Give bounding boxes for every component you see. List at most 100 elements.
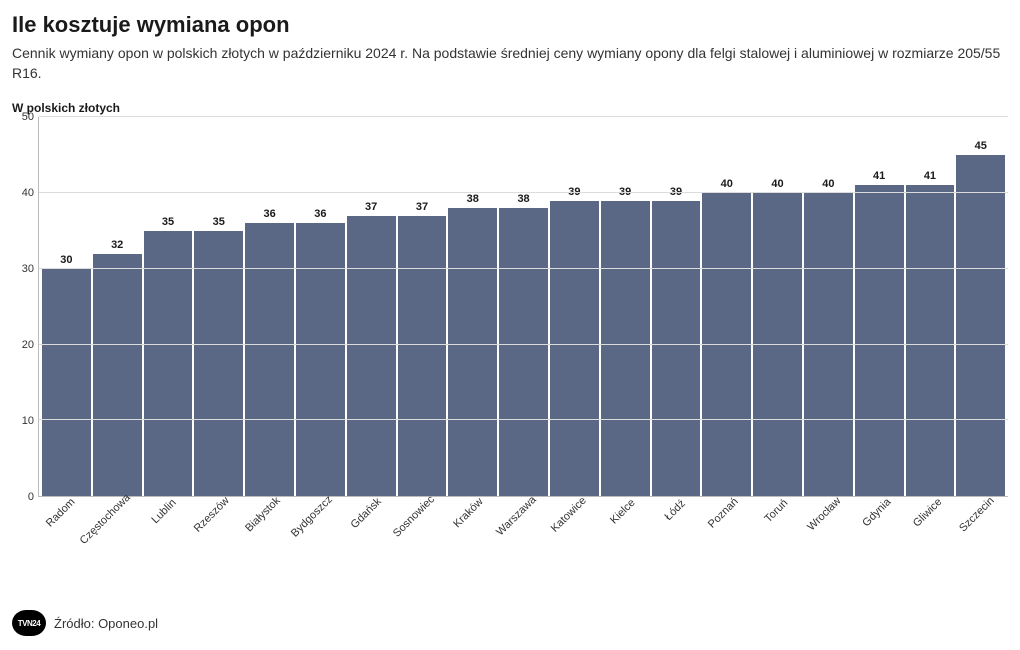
bar: [702, 193, 751, 496]
x-label: Lublin: [149, 497, 178, 526]
x-label: Sosnowiec: [391, 494, 437, 540]
bar-value: 35: [162, 216, 174, 228]
chart-title: Ile kosztuje wymiana opon: [12, 12, 1008, 38]
bar-slot: 30: [41, 117, 92, 496]
y-tick: 0: [28, 491, 34, 503]
grid-line: [39, 344, 1008, 345]
chart-subtitle: Cennik wymiany opon w polskich złotych w…: [12, 44, 1008, 83]
bar: [652, 201, 701, 497]
bar-slot: 45: [955, 117, 1006, 496]
bar-value: 40: [721, 178, 733, 190]
x-label-slot: Łódź: [651, 497, 702, 572]
x-label-slot: Białystok: [242, 497, 293, 572]
bar-slot: 36: [295, 117, 346, 496]
bar-slot: 32: [92, 117, 143, 496]
bar-slot: 38: [498, 117, 549, 496]
y-tick: 20: [22, 339, 34, 351]
grid-line: [39, 116, 1008, 117]
x-label-slot: Bydgoszcz: [293, 497, 344, 572]
bar: [956, 155, 1005, 496]
x-label: Rzeszów: [191, 495, 231, 535]
x-label: Warszawa: [494, 494, 539, 539]
x-label: Kielce: [608, 497, 638, 527]
bar: [855, 185, 904, 496]
x-label-slot: Poznań: [702, 497, 753, 572]
grid-line: [39, 268, 1008, 269]
x-label: Gliwice: [911, 496, 945, 530]
bar: [906, 185, 955, 496]
bar-value: 41: [924, 170, 936, 182]
x-label-slot: Kielce: [600, 497, 651, 572]
y-tick: 50: [22, 111, 34, 123]
x-label: Gdynia: [861, 496, 894, 529]
x-label-slot: Gliwice: [906, 497, 957, 572]
bar-value: 36: [314, 208, 326, 220]
x-label-slot: Warszawa: [497, 497, 548, 572]
bar: [550, 201, 599, 497]
bars-container: 30323535363637373838393939404040414145: [39, 117, 1008, 496]
x-label-slot: Częstochowa: [89, 497, 140, 572]
bar-slot: 35: [193, 117, 244, 496]
logo-text: TVN24: [18, 619, 40, 628]
x-label-slot: Lublin: [140, 497, 191, 572]
x-label-slot: Gdynia: [855, 497, 906, 572]
plot-area: 30323535363637373838393939404040414145: [38, 117, 1008, 497]
bar: [398, 216, 447, 496]
x-label-slot: Wrocław: [804, 497, 855, 572]
bar-value: 35: [213, 216, 225, 228]
x-label-slot: Rzeszów: [191, 497, 242, 572]
x-label: Poznań: [706, 496, 741, 531]
bar-slot: 37: [346, 117, 397, 496]
bar-value: 37: [416, 201, 428, 213]
y-tick: 10: [22, 415, 34, 427]
chart-area: 01020304050 3032353536363737383839393940…: [12, 117, 1008, 497]
y-axis-label: W polskich złotych: [12, 101, 1008, 115]
x-label: Bydgoszcz: [289, 494, 335, 540]
bar: [144, 231, 193, 496]
bar-slot: 40: [752, 117, 803, 496]
bar: [245, 223, 294, 496]
bar-value: 40: [822, 178, 834, 190]
bar-slot: 41: [905, 117, 956, 496]
y-tick: 40: [22, 187, 34, 199]
tvn24-logo: TVN24: [12, 610, 46, 636]
x-axis-labels: Radom Częstochowa Lublin Rzeszów BiałystokBy…: [38, 497, 1008, 572]
bar: [448, 208, 497, 496]
bar-value: 45: [975, 140, 987, 152]
x-label-slot: Katowice: [548, 497, 599, 572]
x-label: Toruń: [763, 497, 791, 525]
bar: [42, 269, 91, 496]
x-label: Katowice: [549, 495, 589, 535]
bar-slot: 41: [854, 117, 905, 496]
x-label-slot: Sosnowiec: [395, 497, 446, 572]
bar-value: 41: [873, 170, 885, 182]
x-label-slot: Kraków: [446, 497, 497, 572]
bar-slot: 36: [244, 117, 295, 496]
bar: [347, 216, 396, 496]
x-label: Wrocław: [805, 495, 843, 533]
bar-value: 36: [263, 208, 275, 220]
bar-slot: 38: [447, 117, 498, 496]
bar-value: 32: [111, 239, 123, 251]
x-label: Radom: [43, 496, 77, 530]
bar: [296, 223, 345, 496]
x-label-slot: Toruń: [753, 497, 804, 572]
bar-value: 30: [60, 254, 72, 266]
bar-slot: 40: [701, 117, 752, 496]
bar-value: 40: [771, 178, 783, 190]
x-label: Łódź: [663, 498, 688, 523]
x-label: Szczecin: [957, 495, 997, 535]
bar: [804, 193, 853, 496]
footer: TVN24 Źródło: Oponeo.pl: [12, 610, 158, 636]
x-label-slot: Szczecin: [957, 497, 1008, 572]
grid-line: [39, 419, 1008, 420]
source-text: Źródło: Oponeo.pl: [54, 616, 158, 631]
bar: [93, 254, 142, 497]
x-label: Gdańsk: [348, 496, 383, 531]
bar: [194, 231, 243, 496]
grid-line: [39, 192, 1008, 193]
bar: [499, 208, 548, 496]
x-label: Kraków: [451, 496, 485, 530]
bar-value: 38: [517, 193, 529, 205]
bar-slot: 39: [600, 117, 651, 496]
